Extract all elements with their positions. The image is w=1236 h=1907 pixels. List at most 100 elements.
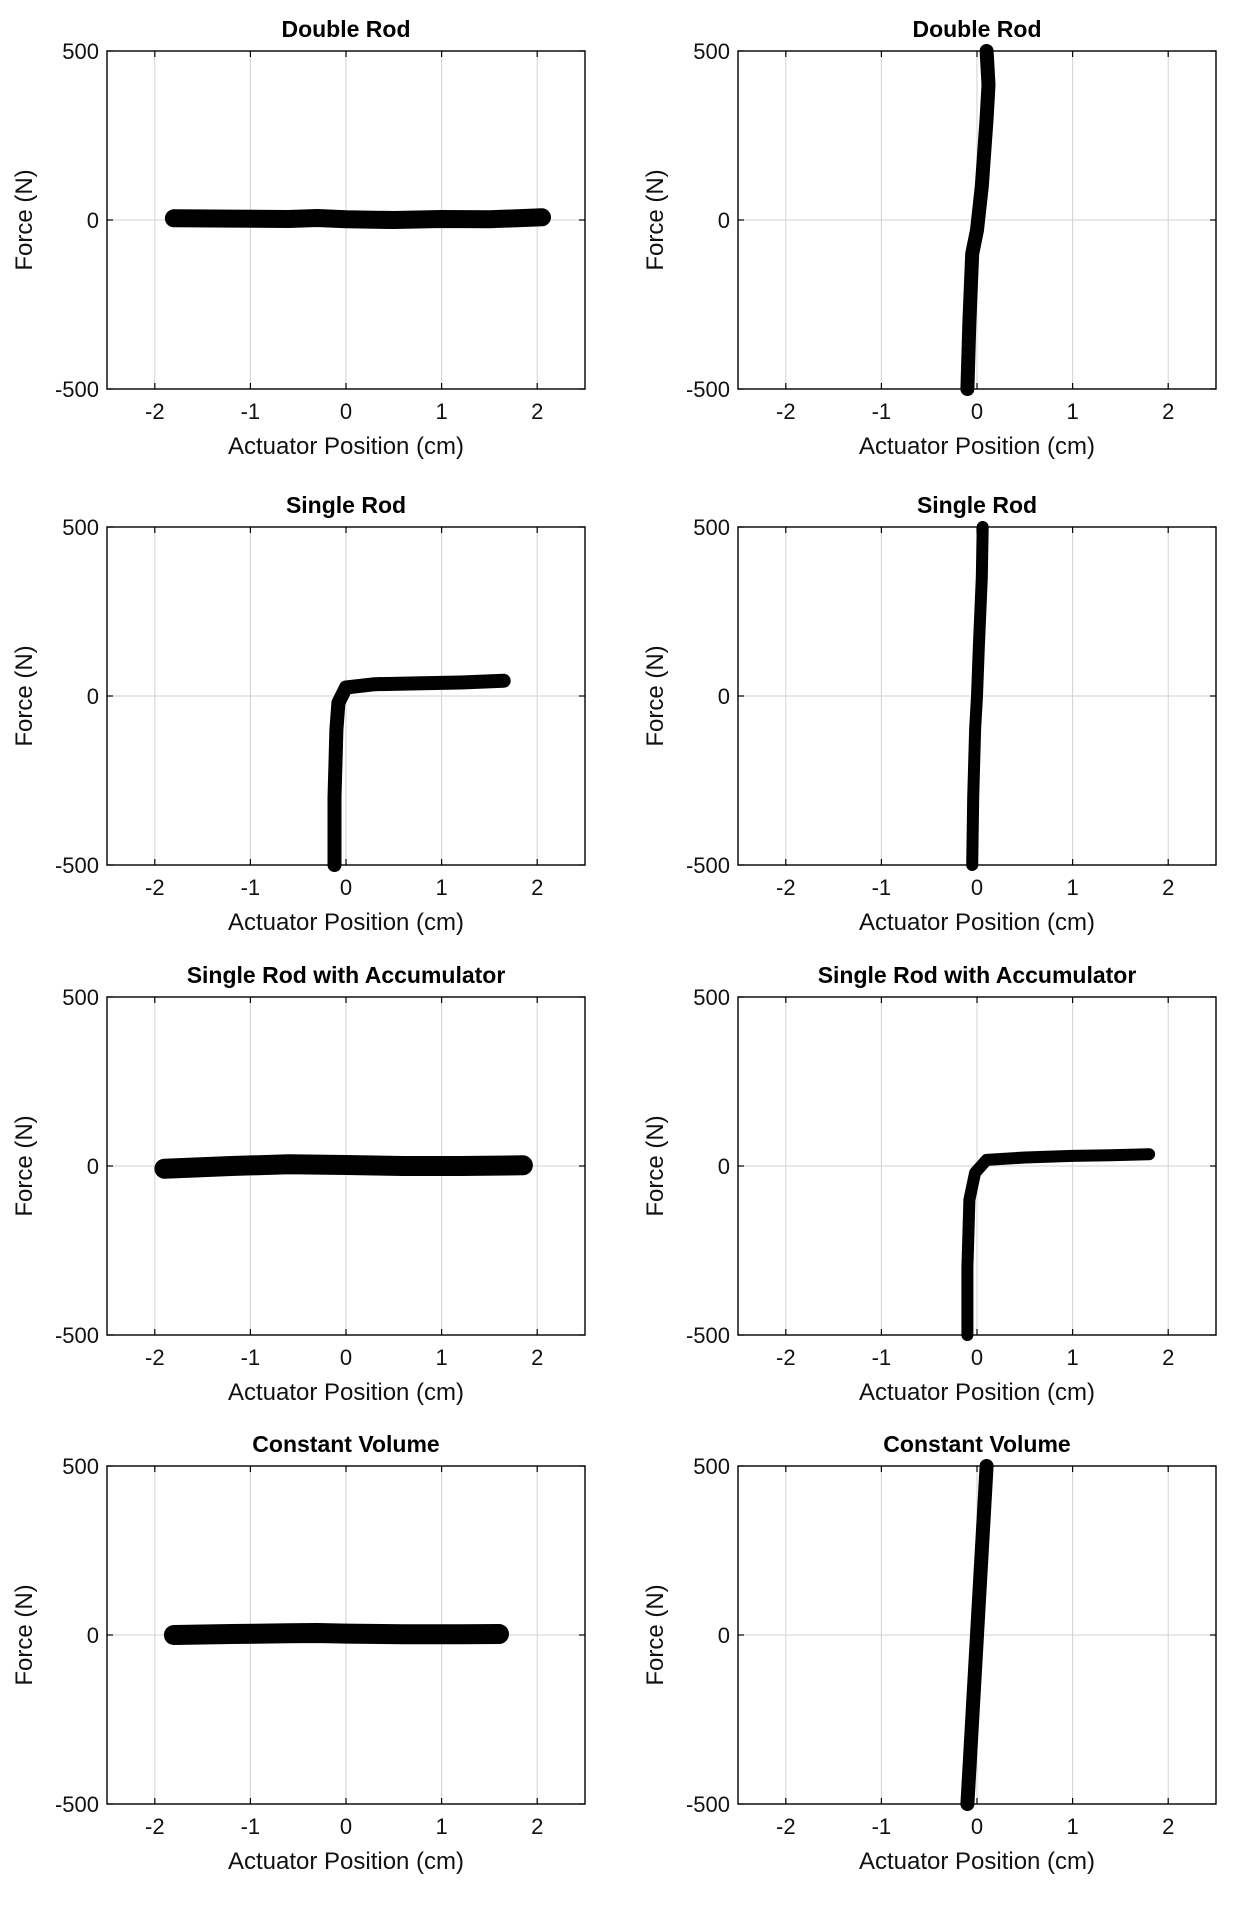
x-tick-label: 2 — [1162, 399, 1174, 424]
chart-title: Constant Volume — [883, 1431, 1070, 1457]
y-axis-label: Force (N) — [642, 1115, 669, 1216]
x-tick-label: 0 — [971, 399, 983, 424]
chart-panel-6: -2 -1 0 1 2 -500 0 500 Single Rod with Accumulat… — [642, 962, 1217, 1406]
y-tick-label: 0 — [718, 1154, 730, 1179]
y-tick-label: -500 — [55, 853, 99, 878]
y-tick-label: 500 — [62, 985, 99, 1010]
x-tick-label: 2 — [531, 875, 543, 900]
x-tick-label: 2 — [1162, 1814, 1174, 1839]
chart-panel-5: -2 -1 0 1 2 -500 0 500 Single Rod with Accumulat… — [11, 962, 586, 1406]
series-trace — [966, 521, 989, 871]
x-tick-label: -2 — [776, 399, 796, 424]
x-tick-label: -2 — [145, 875, 165, 900]
chart-panel-7: -2 -1 0 1 2 -500 0 500 Constant Volume Actuator P… — [11, 1431, 586, 1875]
x-tick-label: 0 — [340, 399, 352, 424]
x-tick-label: -1 — [241, 1345, 261, 1370]
y-axis-label: Force (N) — [11, 1115, 38, 1216]
x-tick-label: 2 — [531, 1345, 543, 1370]
x-tick-label: 1 — [1066, 1345, 1078, 1370]
y-tick-label: 0 — [87, 1623, 99, 1648]
y-tick-label: 500 — [693, 515, 730, 540]
y-tick-label: -500 — [686, 1323, 730, 1348]
y-axis-label: Force (N) — [11, 1584, 38, 1685]
y-tick-label: -500 — [686, 1792, 730, 1817]
y-axis-label: Force (N) — [642, 645, 669, 746]
y-tick-label: 0 — [87, 684, 99, 709]
y-axis-label: Force (N) — [642, 169, 669, 270]
x-tick-label: 0 — [971, 1345, 983, 1370]
x-tick-label: 1 — [1066, 1814, 1078, 1839]
x-axis-label: Actuator Position (cm) — [228, 1848, 464, 1875]
series-trace — [960, 1459, 994, 1811]
chart-title: Double Rod — [281, 16, 410, 42]
y-tick-label: 0 — [718, 684, 730, 709]
y-tick-label: -500 — [686, 377, 730, 402]
x-tick-label: 2 — [531, 1814, 543, 1839]
y-tick-label: 500 — [693, 985, 730, 1010]
y-tick-label: 500 — [62, 515, 99, 540]
y-axis-label: Force (N) — [642, 1584, 669, 1685]
y-tick-label: -500 — [55, 377, 99, 402]
x-tick-label: -2 — [776, 1814, 796, 1839]
series-trace — [960, 44, 996, 396]
x-axis-label: Actuator Position (cm) — [859, 909, 1095, 936]
x-tick-label: -2 — [776, 1345, 796, 1370]
y-axis-label: Force (N) — [11, 169, 38, 270]
y-tick-label: -500 — [686, 853, 730, 878]
chart-title: Single Rod with Accumulator — [818, 962, 1137, 988]
x-tick-label: 0 — [340, 1814, 352, 1839]
y-tick-label: -500 — [55, 1323, 99, 1348]
x-tick-label: -1 — [241, 399, 261, 424]
x-axis-label: Actuator Position (cm) — [228, 909, 464, 936]
x-tick-label: -2 — [145, 1814, 165, 1839]
x-tick-label: -1 — [241, 1814, 261, 1839]
y-tick-label: -500 — [55, 1792, 99, 1817]
y-tick-label: 500 — [62, 39, 99, 64]
y-tick-label: 0 — [87, 1154, 99, 1179]
chart-panel-2: -2 -1 0 1 2 -500 0 500 Double Rod Actuator Positi… — [642, 16, 1217, 460]
x-tick-label: 1 — [1066, 875, 1078, 900]
x-tick-label: 0 — [340, 1345, 352, 1370]
chart-title: Double Rod — [912, 16, 1041, 42]
x-tick-label: -1 — [872, 1345, 892, 1370]
x-tick-label: 1 — [435, 1814, 447, 1839]
x-tick-label: -2 — [145, 1345, 165, 1370]
y-axis-label: Force (N) — [11, 645, 38, 746]
x-tick-label: -1 — [241, 875, 261, 900]
x-tick-label: -1 — [872, 875, 892, 900]
x-tick-label: 0 — [971, 875, 983, 900]
x-tick-label: -1 — [872, 1814, 892, 1839]
x-tick-label: 1 — [435, 399, 447, 424]
y-tick-label: 0 — [718, 1623, 730, 1648]
x-tick-label: -2 — [776, 875, 796, 900]
x-tick-label: 1 — [435, 875, 447, 900]
y-tick-label: 0 — [718, 208, 730, 233]
series-trace — [163, 1623, 509, 1645]
x-axis-label: Actuator Position (cm) — [859, 1848, 1095, 1875]
series-trace — [154, 1154, 533, 1179]
series-trace — [327, 673, 511, 872]
x-tick-label: 1 — [1066, 399, 1078, 424]
y-tick-label: 500 — [62, 1454, 99, 1479]
x-tick-label: 0 — [340, 875, 352, 900]
x-tick-label: 2 — [1162, 875, 1174, 900]
x-tick-label: 2 — [1162, 1345, 1174, 1370]
x-axis-label: Actuator Position (cm) — [228, 433, 464, 460]
chart-title: Single Rod with Accumulator — [187, 962, 506, 988]
chart-title: Single Rod — [286, 492, 406, 518]
y-tick-label: 0 — [87, 208, 99, 233]
x-tick-label: 2 — [531, 399, 543, 424]
chart-panel-3: -2 -1 0 1 2 -500 0 500 Single Rod Actuator Positi… — [11, 492, 586, 936]
series-trace — [961, 1148, 1156, 1341]
x-axis-label: Actuator Position (cm) — [228, 1379, 464, 1406]
y-tick-label: 500 — [693, 1454, 730, 1479]
x-axis-label: Actuator Position (cm) — [859, 1379, 1095, 1406]
chart-panel-1: -2 -1 0 1 2 -500 0 500 Double Rod Actuator Positi… — [11, 16, 586, 460]
y-tick-label: 500 — [693, 39, 730, 64]
chart-title: Constant Volume — [252, 1431, 439, 1457]
chart-panel-8: -2 -1 0 1 2 -500 0 500 Constant Volume Actuator P… — [642, 1431, 1217, 1875]
chart-title: Single Rod — [917, 492, 1037, 518]
x-tick-label: -2 — [145, 399, 165, 424]
x-tick-label: 1 — [435, 1345, 447, 1370]
